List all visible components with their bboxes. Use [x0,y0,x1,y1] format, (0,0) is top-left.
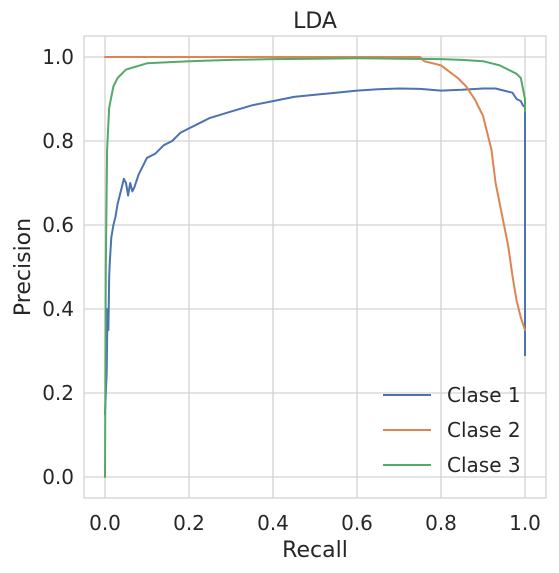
plot-frame [83,35,547,499]
x-tick-label: 0.2 [173,511,205,535]
y-tick-label: 1.0 [42,45,74,69]
x-tick-label: 0.4 [257,511,289,535]
legend-label-1: Clase 1 [447,383,521,407]
x-tick-label: 0.0 [89,511,121,535]
x-tick-label: 0.8 [425,511,457,535]
series-line-1 [104,87,526,415]
series-line-2 [104,56,526,331]
legend-label-2: Clase 2 [447,418,521,442]
y-tick-labels: 0.0 0.2 0.4 0.6 0.8 1.0 [42,45,74,489]
legend: Clase 1 Clase 2 Clase 3 [383,383,521,477]
chart-title: LDA [293,9,337,34]
y-tick-label: 0.2 [42,381,74,405]
series-lines [104,56,526,478]
y-tick-label: 0.0 [42,465,74,489]
series-line-3 [104,57,526,478]
y-tick-label: 0.8 [42,129,74,153]
y-tick-label: 0.4 [42,297,74,321]
y-tick-label: 0.6 [42,213,74,237]
x-tick-label: 0.6 [341,511,373,535]
legend-label-3: Clase 3 [447,453,521,477]
y-axis-label: Precision [11,218,36,316]
x-axis-label: Recall [282,538,348,563]
x-tick-labels: 0.0 0.2 0.4 0.6 0.8 1.0 [89,511,541,535]
x-tick-label: 1.0 [509,511,541,535]
